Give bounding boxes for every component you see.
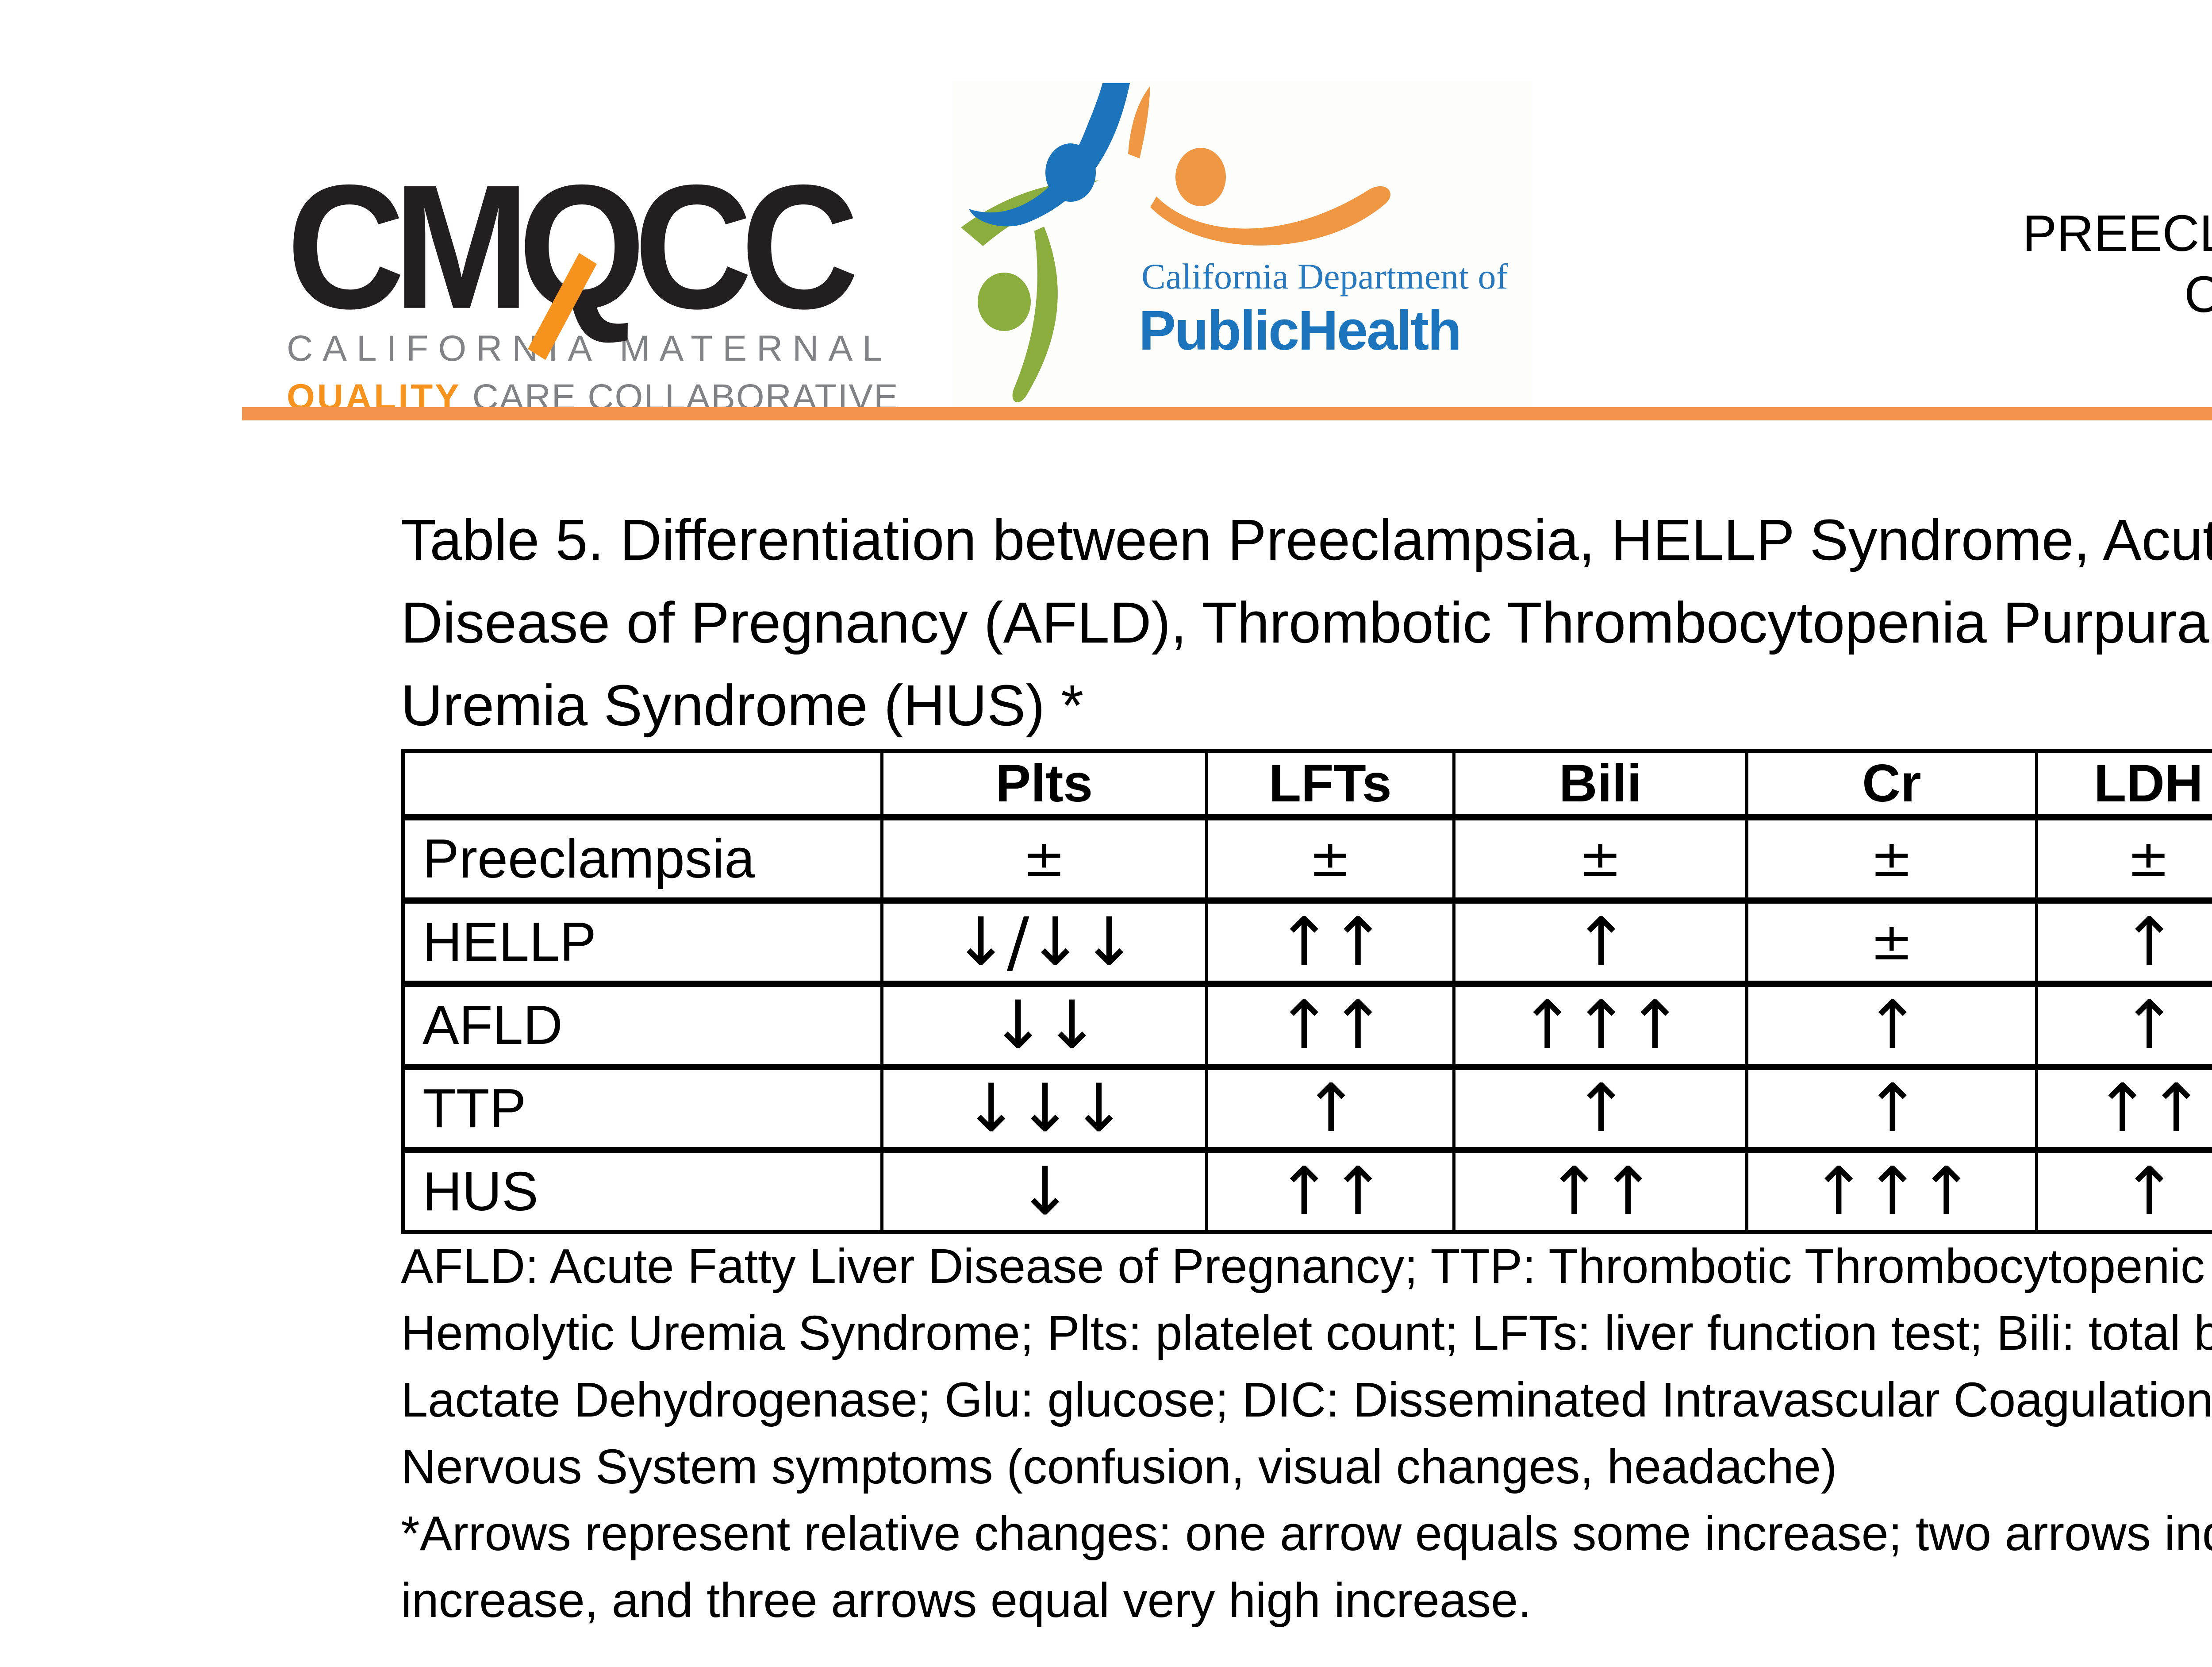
footnote-line-2: Hemolytic Uremia Syndrome; Plts: platele… bbox=[401, 1306, 2212, 1360]
value-cell: ± bbox=[2035, 814, 2212, 901]
table-row-afld: AFLD↓↓↑↑↑↑↑↑↑↓↓↓↑↑↑± bbox=[401, 980, 2212, 1067]
value-cell: ↑↑ bbox=[2035, 1063, 2212, 1150]
footnote-line-5: *Arrows represent relative changes: one … bbox=[401, 1506, 2212, 1561]
value-cell: ↑ bbox=[2035, 980, 2212, 1067]
value-cell: ↑ bbox=[1452, 1063, 1748, 1150]
document-header-line-1: PREECLAMPSIA CARE GUIDELINES AND bbox=[2022, 204, 2212, 262]
table-row-hellp: HELLP↓/↓↓↑↑↑±↑→±± bbox=[401, 897, 2212, 984]
value-cell: ↑↑↑ bbox=[1745, 1147, 2039, 1232]
footnote-line-4: Nervous System symptoms (confusion, visu… bbox=[401, 1440, 1837, 1494]
value-cell: ± bbox=[1205, 814, 1455, 901]
column-header-plts: Plts bbox=[880, 751, 1208, 817]
value-cell: ↓ bbox=[880, 1147, 1208, 1232]
value-cell: ↑ bbox=[1745, 1063, 2039, 1150]
row-label: HUS bbox=[401, 1147, 883, 1232]
value-cell: ↑ bbox=[1452, 897, 1748, 984]
value-cell: ↓↓↓ bbox=[880, 1063, 1208, 1150]
column-header-lfts: LFTs bbox=[1205, 751, 1455, 817]
row-label: AFLD bbox=[401, 980, 883, 1067]
row-label: HELLP bbox=[401, 897, 883, 984]
value-cell: ± bbox=[1452, 814, 1748, 901]
value-cell: ± bbox=[1745, 814, 2039, 901]
document-header-line-3: CDPH-MCAH Approved: 12/20/13 bbox=[2023, 325, 2212, 386]
value-cell: ↑↑ bbox=[1205, 897, 1455, 984]
value-cell: ↑ bbox=[2035, 1147, 2212, 1232]
document-header-line-2: CMQCC PREECLAMPSIA TOOLKIT bbox=[2184, 266, 2212, 323]
value-cell: ± bbox=[1745, 897, 2039, 984]
header-divider bbox=[242, 407, 2212, 420]
table-row-hus: HUS↓↑↑↑↑↑↑↑↑→±± bbox=[401, 1147, 2212, 1232]
cdph-logo-text-line1: California Department of bbox=[1141, 256, 1509, 296]
value-cell: ↑↑↑ bbox=[1452, 980, 1748, 1067]
value-cell: ± bbox=[880, 814, 1208, 901]
table-body: Preeclampsia±±±±±→±±HELLP↓/↓↓↑↑↑±↑→±±AFL… bbox=[401, 814, 2212, 1232]
value-cell: ↑↑ bbox=[1205, 1147, 1455, 1232]
cdph-figures-icon: California Department of PublicHealth bbox=[961, 83, 1509, 403]
footnote-line-3: Lactate Dehydrogenase; Glu: glucose; DIC… bbox=[401, 1373, 2212, 1427]
value-cell: ↓/↓↓ bbox=[880, 897, 1208, 984]
footnotes: AFLD: Acute Fatty Liver Disease of Pregn… bbox=[401, 1233, 2212, 1634]
table-title-line-2: Disease of Pregnancy (AFLD), Thrombotic … bbox=[401, 590, 2212, 655]
footnote-line-6: increase, and three arrows equal very hi… bbox=[401, 1573, 1532, 1628]
footnote-line-1: AFLD: Acute Fatty Liver Disease of Pregn… bbox=[401, 1239, 2212, 1294]
cdph-logo: California Department of PublicHealth bbox=[952, 81, 1532, 417]
row-label: TTP bbox=[401, 1063, 883, 1150]
value-cell: ↓↓ bbox=[880, 980, 1208, 1067]
column-header-bili: Bili bbox=[1452, 751, 1748, 817]
comparison-table-wrap: PltsLFTsBiliCrLDHGluDICCNS Preeclampsia±… bbox=[401, 749, 2212, 1234]
cmqcc-wordmark: CMQCC bbox=[287, 158, 859, 360]
value-cell: ↑ bbox=[1745, 980, 2039, 1067]
cmqcc-logo: CMQCC CALIFORNIA MATERNAL QUALITY CARE C… bbox=[287, 158, 898, 418]
table-row-ttp: TTP↓↓↓↑↑↑↑↑→±++ bbox=[401, 1063, 2212, 1150]
cmqcc-tagline-line1: CALIFORNIA MATERNAL bbox=[287, 328, 892, 369]
value-cell: ↑↑ bbox=[1205, 980, 1455, 1067]
comparison-table: PltsLFTsBiliCrLDHGluDICCNS Preeclampsia±… bbox=[401, 749, 2212, 1234]
value-cell: ↑ bbox=[1205, 1063, 1455, 1150]
row-label: Preeclampsia bbox=[401, 814, 883, 901]
value-cell: ↑ bbox=[2035, 897, 2212, 984]
table-row-preeclampsia: Preeclampsia±±±±±→±± bbox=[401, 814, 2212, 901]
column-header-ldh: LDH bbox=[2035, 751, 2212, 817]
cdph-logo-text-line2: PublicHealth bbox=[1139, 299, 1460, 362]
document-header: PREECLAMPSIA CARE GUIDELINES AND CMQCC P… bbox=[2023, 203, 2212, 386]
value-cell: ↑↑ bbox=[1452, 1147, 1748, 1232]
table-header-row: PltsLFTsBiliCrLDHGluDICCNS bbox=[401, 751, 2212, 817]
column-header-empty bbox=[401, 751, 883, 817]
table-title: Table 5. Differentiation between Preecla… bbox=[401, 498, 2212, 747]
table-title-line-1: Table 5. Differentiation between Preecla… bbox=[401, 507, 2212, 572]
column-header-cr: Cr bbox=[1745, 751, 2039, 817]
table-title-line-3: Uremia Syndrome (HUS) * bbox=[401, 673, 1084, 738]
